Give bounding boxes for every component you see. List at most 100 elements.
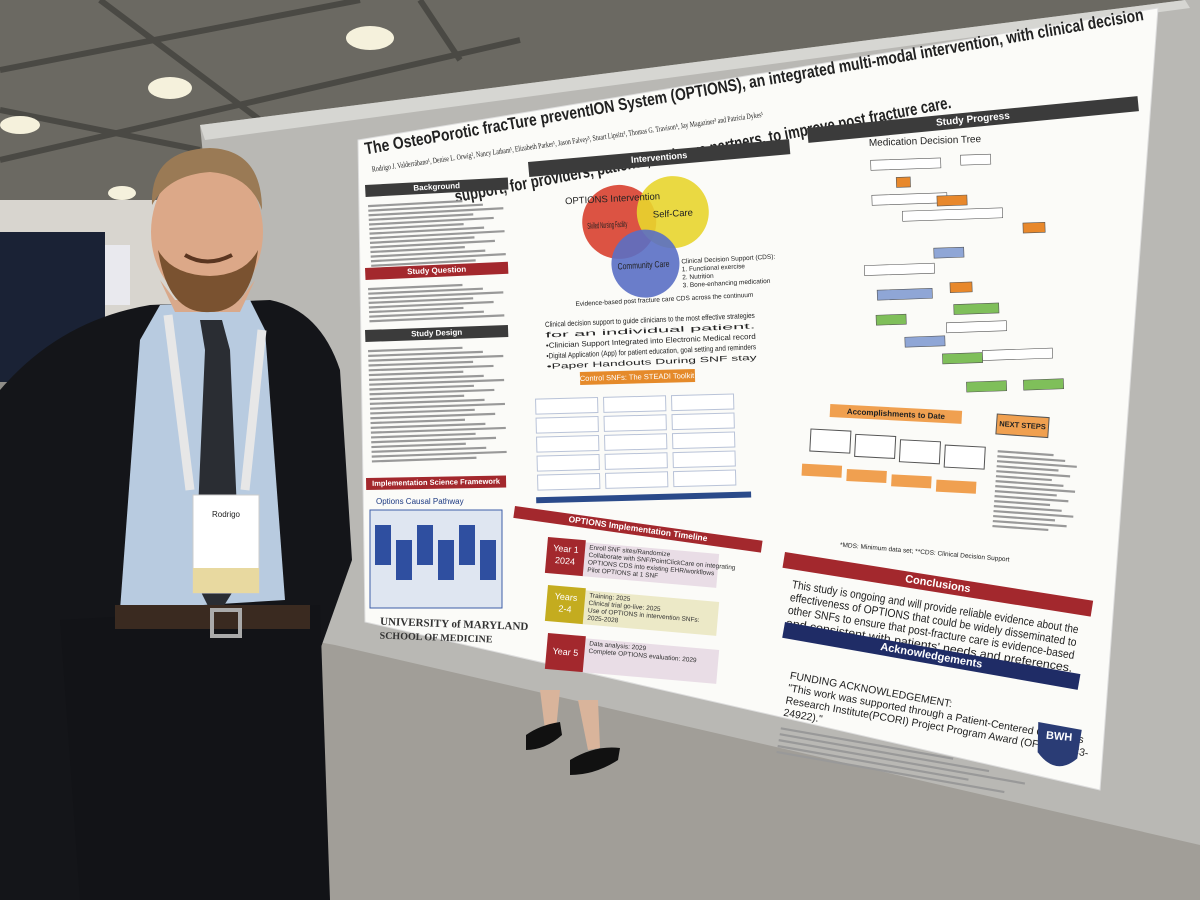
body-text: [369, 230, 505, 240]
timeline-panel: [581, 638, 720, 684]
accomplishment-box: [846, 468, 887, 484]
poster-text: Control SNFs: The STEADI Toolkit: [580, 371, 695, 383]
timeline-panel: [581, 590, 720, 636]
framework-box: [417, 525, 433, 565]
poster-text: Self-Care: [653, 208, 694, 221]
timeline-year: [544, 633, 586, 673]
tree-node: [904, 335, 946, 348]
poster-text: Study Question: [407, 265, 467, 277]
section-header: [807, 96, 1139, 143]
poster-region: Study Design: [365, 325, 509, 342]
poster-text: Medication Decision Tree: [869, 134, 982, 149]
framework-box: [396, 540, 412, 580]
body-text: [368, 287, 483, 295]
poster-region: [368, 346, 507, 463]
body-text: [776, 750, 1005, 794]
tree-node: [863, 262, 935, 276]
body-text: [368, 346, 463, 353]
poster-region: Clinical decision support to guide clini…: [545, 311, 757, 371]
body-text: [368, 350, 483, 357]
timeline-panel: [581, 542, 720, 588]
body-text: [371, 446, 487, 453]
toolkit-box: [604, 471, 669, 489]
body-text: [370, 408, 475, 415]
toolkit-box: [671, 431, 736, 450]
body-text: [369, 384, 474, 391]
body-text: [996, 460, 1077, 468]
accomplishments-bar: [829, 404, 963, 424]
body-text: [777, 744, 969, 781]
venn-circle: [611, 229, 680, 298]
toolkit-box: [604, 452, 668, 470]
toolkit-box: [670, 393, 735, 412]
framework-box: [375, 525, 391, 565]
toolkit-box: [537, 473, 601, 491]
section-header: [513, 506, 763, 553]
poster-text: Years: [554, 591, 578, 603]
body-text: [367, 200, 463, 208]
tree-node: [936, 194, 968, 207]
tree-node: [966, 380, 1008, 393]
body-text: [370, 422, 486, 429]
poster-text: Skilled Nursing Facility: [587, 219, 628, 231]
accomplishment-box: [898, 439, 942, 465]
body-text: [368, 216, 494, 226]
body-text: [780, 727, 954, 760]
body-text: [368, 364, 494, 372]
accomplishment-box: [854, 433, 897, 459]
section-header: [782, 551, 1094, 617]
body-text: [997, 450, 1054, 457]
poster-region: Accomplishments to Date: [801, 404, 986, 494]
ceiling-beams: [0, 0, 521, 163]
poster-text: 1. Functional exercise: [682, 263, 746, 273]
poster-text: SCHOOL OF MEDICINE: [379, 631, 493, 646]
steadi-bar: [579, 368, 696, 385]
next-steps: [995, 413, 1050, 439]
toolkit-box: [672, 469, 737, 488]
tree-node: [902, 207, 1003, 222]
framework-box: [438, 540, 454, 580]
tree-node: [1022, 221, 1046, 234]
section-header: [527, 139, 791, 177]
body-text: [370, 402, 506, 410]
body-text: [368, 203, 483, 212]
body-text: [997, 455, 1066, 463]
accomplishment-box: [943, 444, 986, 470]
body-text: [370, 245, 465, 254]
poster-text: BWH: [1045, 730, 1072, 744]
body-text: [370, 426, 506, 434]
poster-region: Implementation Science Framework: [366, 475, 507, 490]
body-text: [778, 739, 1026, 785]
poster-text: Options Causal Pathway: [376, 497, 464, 506]
accomplishment-box: [891, 474, 932, 489]
body-text: [369, 314, 505, 323]
body-text: [369, 236, 475, 244]
poster-region: BWH: [1037, 722, 1082, 767]
poster-region: [367, 283, 505, 323]
body-text: [369, 388, 495, 396]
body-text: [370, 239, 495, 249]
ceiling-lights: [0, 26, 394, 210]
board-frame: [200, 0, 1190, 140]
body-text: [369, 306, 464, 314]
poster-text: Implementation Science Framework: [372, 477, 501, 488]
body-text: [371, 450, 507, 458]
poster-region: [367, 200, 506, 267]
poster-region: Background: [365, 177, 509, 197]
tree-node: [946, 320, 1007, 334]
toolkit-box: [672, 450, 736, 469]
tree-node: [895, 176, 911, 188]
tree-node: [942, 352, 984, 365]
poster-region: Control SNFs: The STEADI Toolkit: [535, 368, 752, 504]
body-text: [368, 297, 474, 304]
tree-node: [981, 347, 1053, 361]
poster-region: Interventions: [527, 139, 791, 177]
body-text: [996, 465, 1059, 472]
body-text: [369, 394, 465, 401]
poster-text: Community Care: [617, 259, 669, 272]
poster-text: 2. Nutrition: [682, 273, 714, 282]
body-text: [369, 310, 484, 318]
toolkit-box: [603, 433, 668, 451]
